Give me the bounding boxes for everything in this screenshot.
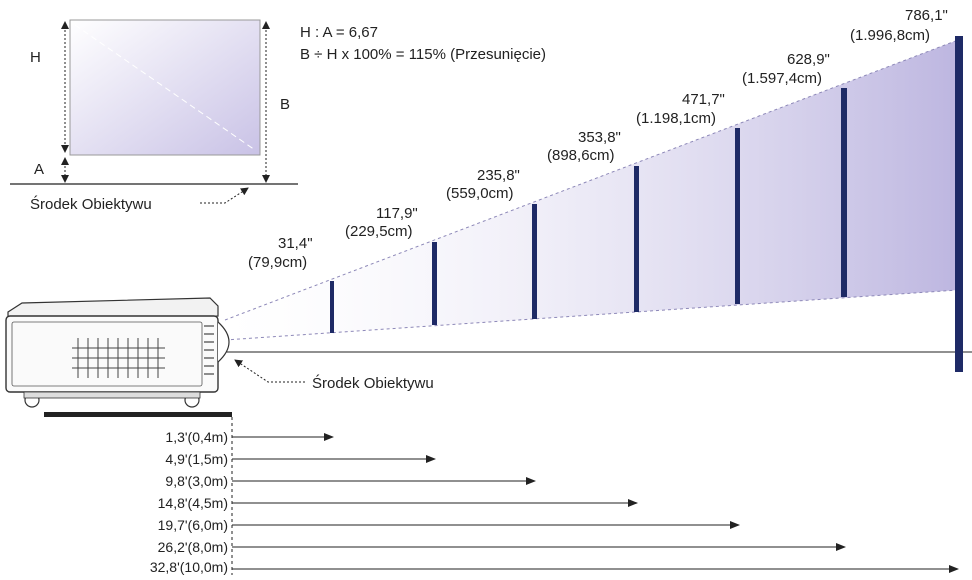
projector-panel	[11, 321, 203, 387]
inset-diagram: H A B Środek Obiektywu	[10, 19, 298, 213]
inset-h-label: H	[30, 49, 41, 66]
screen-size-cm: (1.198,1cm)	[636, 110, 716, 127]
screen-bars	[330, 36, 963, 372]
screen-bar	[330, 281, 334, 333]
floor-bar	[44, 412, 232, 417]
screen-size-in: 353,8"	[578, 129, 621, 146]
distance-label: 1,3'(0,4m)	[165, 429, 228, 445]
screen-size-cm: (898,6cm)	[547, 147, 615, 164]
screen-size-in: 117,9"	[376, 205, 418, 222]
screen-size-in: 786,1"	[905, 7, 948, 24]
projector-top	[7, 297, 219, 319]
ratio-formula: H : A = 6,67	[300, 24, 378, 41]
inset-b-label: B	[280, 96, 290, 113]
projector-lens	[217, 321, 230, 363]
screen-size-cm: (229,5cm)	[345, 223, 413, 240]
screen-size-labels: 31,4" (79,9cm) 117,9" (229,5cm) 235,8" (…	[248, 7, 948, 271]
screen-size-in: 235,8"	[477, 167, 520, 184]
screen-size-cm: (1.597,4cm)	[742, 70, 822, 87]
screen-bar	[955, 36, 963, 372]
inset-lens-pointer	[200, 187, 249, 204]
distance-label: 14,8'(4,5m)	[158, 495, 228, 511]
distance-label: 19,7'(6,0m)	[158, 517, 228, 533]
distance-label: 4,9'(1,5m)	[165, 451, 228, 467]
screen-bar	[735, 128, 740, 304]
screen-size-cm: (1.996,8cm)	[850, 27, 930, 44]
beam-bottom-edge	[224, 289, 959, 341]
screen-size-in: 31,4"	[278, 235, 313, 252]
distance-label: 9,8'(3,0m)	[165, 473, 228, 489]
beam-top-edge	[224, 39, 959, 321]
inset-a-label: A	[34, 161, 44, 178]
inset-lens-center-label: Środek Obiektywu	[30, 195, 152, 213]
projector-foot-bar	[23, 391, 201, 399]
screen-bar	[634, 166, 639, 312]
inset-screen	[69, 19, 261, 156]
distance-labels: 1,3'(0,4m) 4,9'(1,5m) 9,8'(3,0m) 14,8'(4…	[150, 429, 228, 575]
screen-size-cm: (559,0cm)	[446, 185, 514, 202]
distance-arrows	[232, 433, 959, 573]
projector-vents	[72, 338, 165, 378]
screen-bar	[841, 88, 847, 297]
lens-center-label: Środek Obiektywu	[312, 374, 434, 392]
screen-size-cm: (79,9cm)	[248, 254, 307, 271]
distance-label: 26,2'(8,0m)	[158, 539, 228, 555]
screen-bar	[532, 204, 537, 319]
projector-body	[5, 315, 219, 393]
inset-diagonal	[74, 24, 256, 151]
projector-illustration	[5, 297, 230, 408]
lens-center-pointer	[234, 359, 305, 383]
projector-side-grill	[204, 325, 214, 375]
projection-beam	[225, 40, 958, 340]
screen-size-in: 471,7"	[682, 91, 725, 108]
screen-size-in: 628,9"	[787, 51, 830, 68]
distance-label: 32,8'(10,0m)	[150, 559, 228, 575]
screen-bar	[432, 242, 437, 325]
offset-formula: B ÷ H x 100% = 115% (Przesunięcie)	[300, 46, 546, 63]
